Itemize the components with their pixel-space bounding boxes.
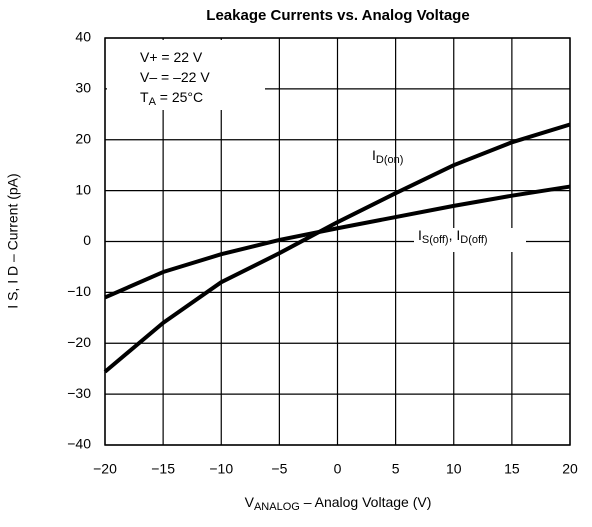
annotation-box [107, 40, 265, 110]
series-line [104, 184, 571, 300]
x-axis-label-sub: ANALOG [254, 501, 300, 513]
y-tick-label: 20 [75, 130, 91, 146]
annotation-part: T [140, 89, 149, 105]
series-label-part: I [372, 147, 376, 163]
x-tick-label: −5 [271, 461, 287, 477]
annotation-part: V– = –22 V [140, 69, 210, 85]
annotation-part: V+ = 22 V [140, 49, 203, 65]
x-tick-label: 0 [334, 461, 342, 477]
chart-title: Leakage Currents vs. Analog Voltage [206, 7, 469, 24]
y-tick-label: −40 [67, 436, 91, 452]
y-tick-label: −20 [67, 334, 91, 350]
series-label-sub: D(on) [376, 154, 404, 166]
x-tick-label: −15 [151, 461, 175, 477]
series-line [103, 122, 571, 374]
series-label-sub: S(off) [422, 234, 449, 246]
y-tick-label: 40 [75, 29, 91, 45]
annotation-part: = 25°C [156, 89, 203, 105]
y-tick-label: −30 [67, 385, 91, 401]
x-tick-label: 20 [562, 461, 578, 477]
x-tick-label: 10 [446, 461, 462, 477]
series-label-part: , I [449, 227, 461, 243]
series-label-part: I [418, 227, 422, 243]
x-tick-label: −20 [93, 461, 117, 477]
annotation: V+ = 22 V [140, 49, 203, 65]
y-tick-label: 0 [83, 232, 91, 248]
series-label: IS(off), ID(off) [418, 227, 488, 246]
x-tick-label: 5 [392, 461, 400, 477]
y-tick-label: 10 [75, 181, 91, 197]
x-tick-label: −10 [209, 461, 233, 477]
y-axis-label: I S, I D – Current (pA) [5, 173, 21, 308]
y-tick-label: −10 [67, 283, 91, 299]
annotation-sub: A [149, 96, 157, 108]
x-axis-label: VANALOG – Analog Voltage (V) [245, 494, 432, 513]
x-axis-label-part: – Analog Voltage (V) [300, 494, 432, 510]
x-axis-label-part: V [245, 494, 255, 510]
x-tick-label: 15 [504, 461, 520, 477]
annotation: V– = –22 V [140, 69, 210, 85]
annotation: TA = 25°C [140, 89, 203, 108]
y-tick-label: 30 [75, 80, 91, 96]
series-label-sub: D(off) [460, 234, 487, 246]
plot-frame [104, 37, 571, 446]
series-label: ID(on) [372, 147, 403, 166]
label-bg [414, 228, 526, 252]
